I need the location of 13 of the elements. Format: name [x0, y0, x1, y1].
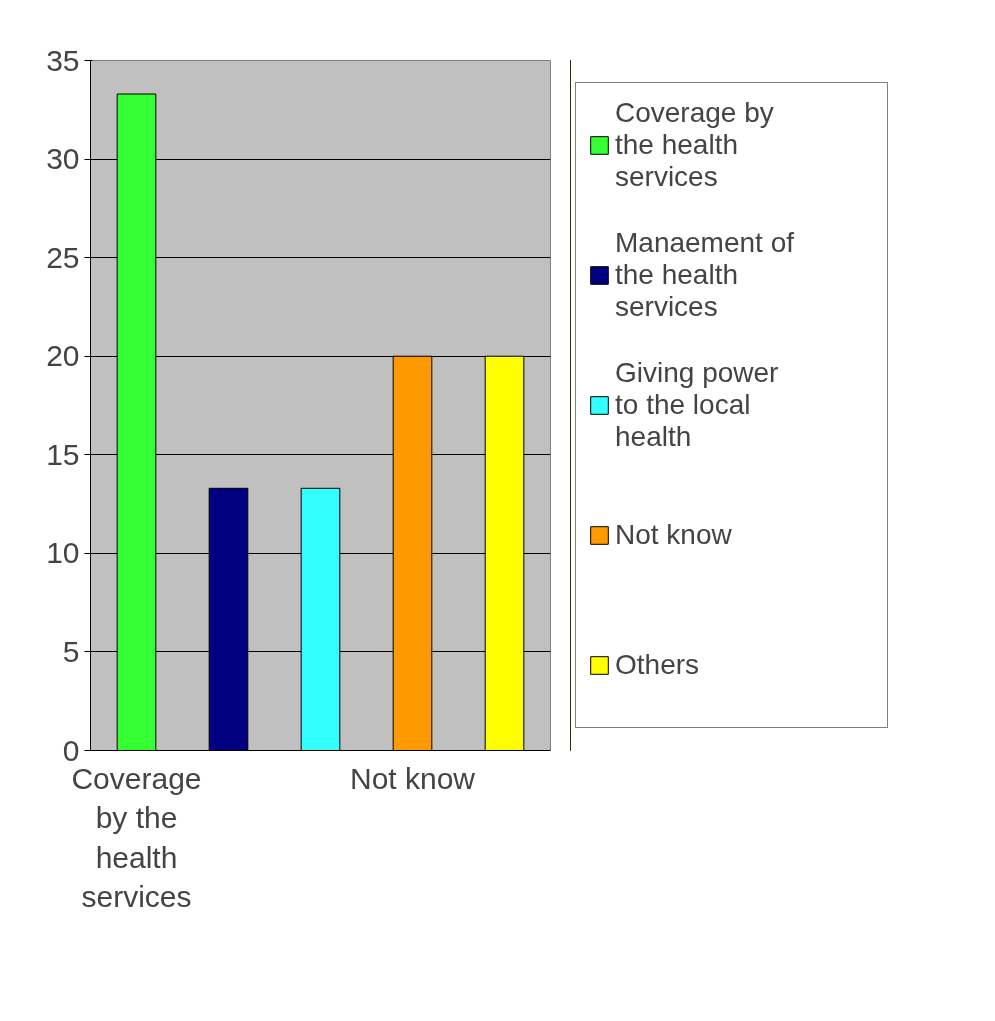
- y-tick-label: 10: [46, 536, 80, 570]
- y-tick-label: 15: [46, 437, 80, 471]
- y-tick-label: 5: [62, 634, 80, 668]
- legend-label: Manaement of the health services: [615, 226, 795, 324]
- y-tick-label: 0: [62, 733, 80, 767]
- y-tick-label: 20: [46, 339, 80, 373]
- legend-label: Giving power to the local health: [615, 356, 780, 454]
- y-tick-label: 30: [46, 142, 80, 176]
- legend-label: Others: [615, 648, 701, 682]
- y-tick-label: 35: [46, 43, 80, 77]
- y-tick-label: 25: [46, 240, 80, 274]
- legend-label: Coverage by the health services: [615, 96, 775, 194]
- legend-label: Not know: [615, 518, 733, 552]
